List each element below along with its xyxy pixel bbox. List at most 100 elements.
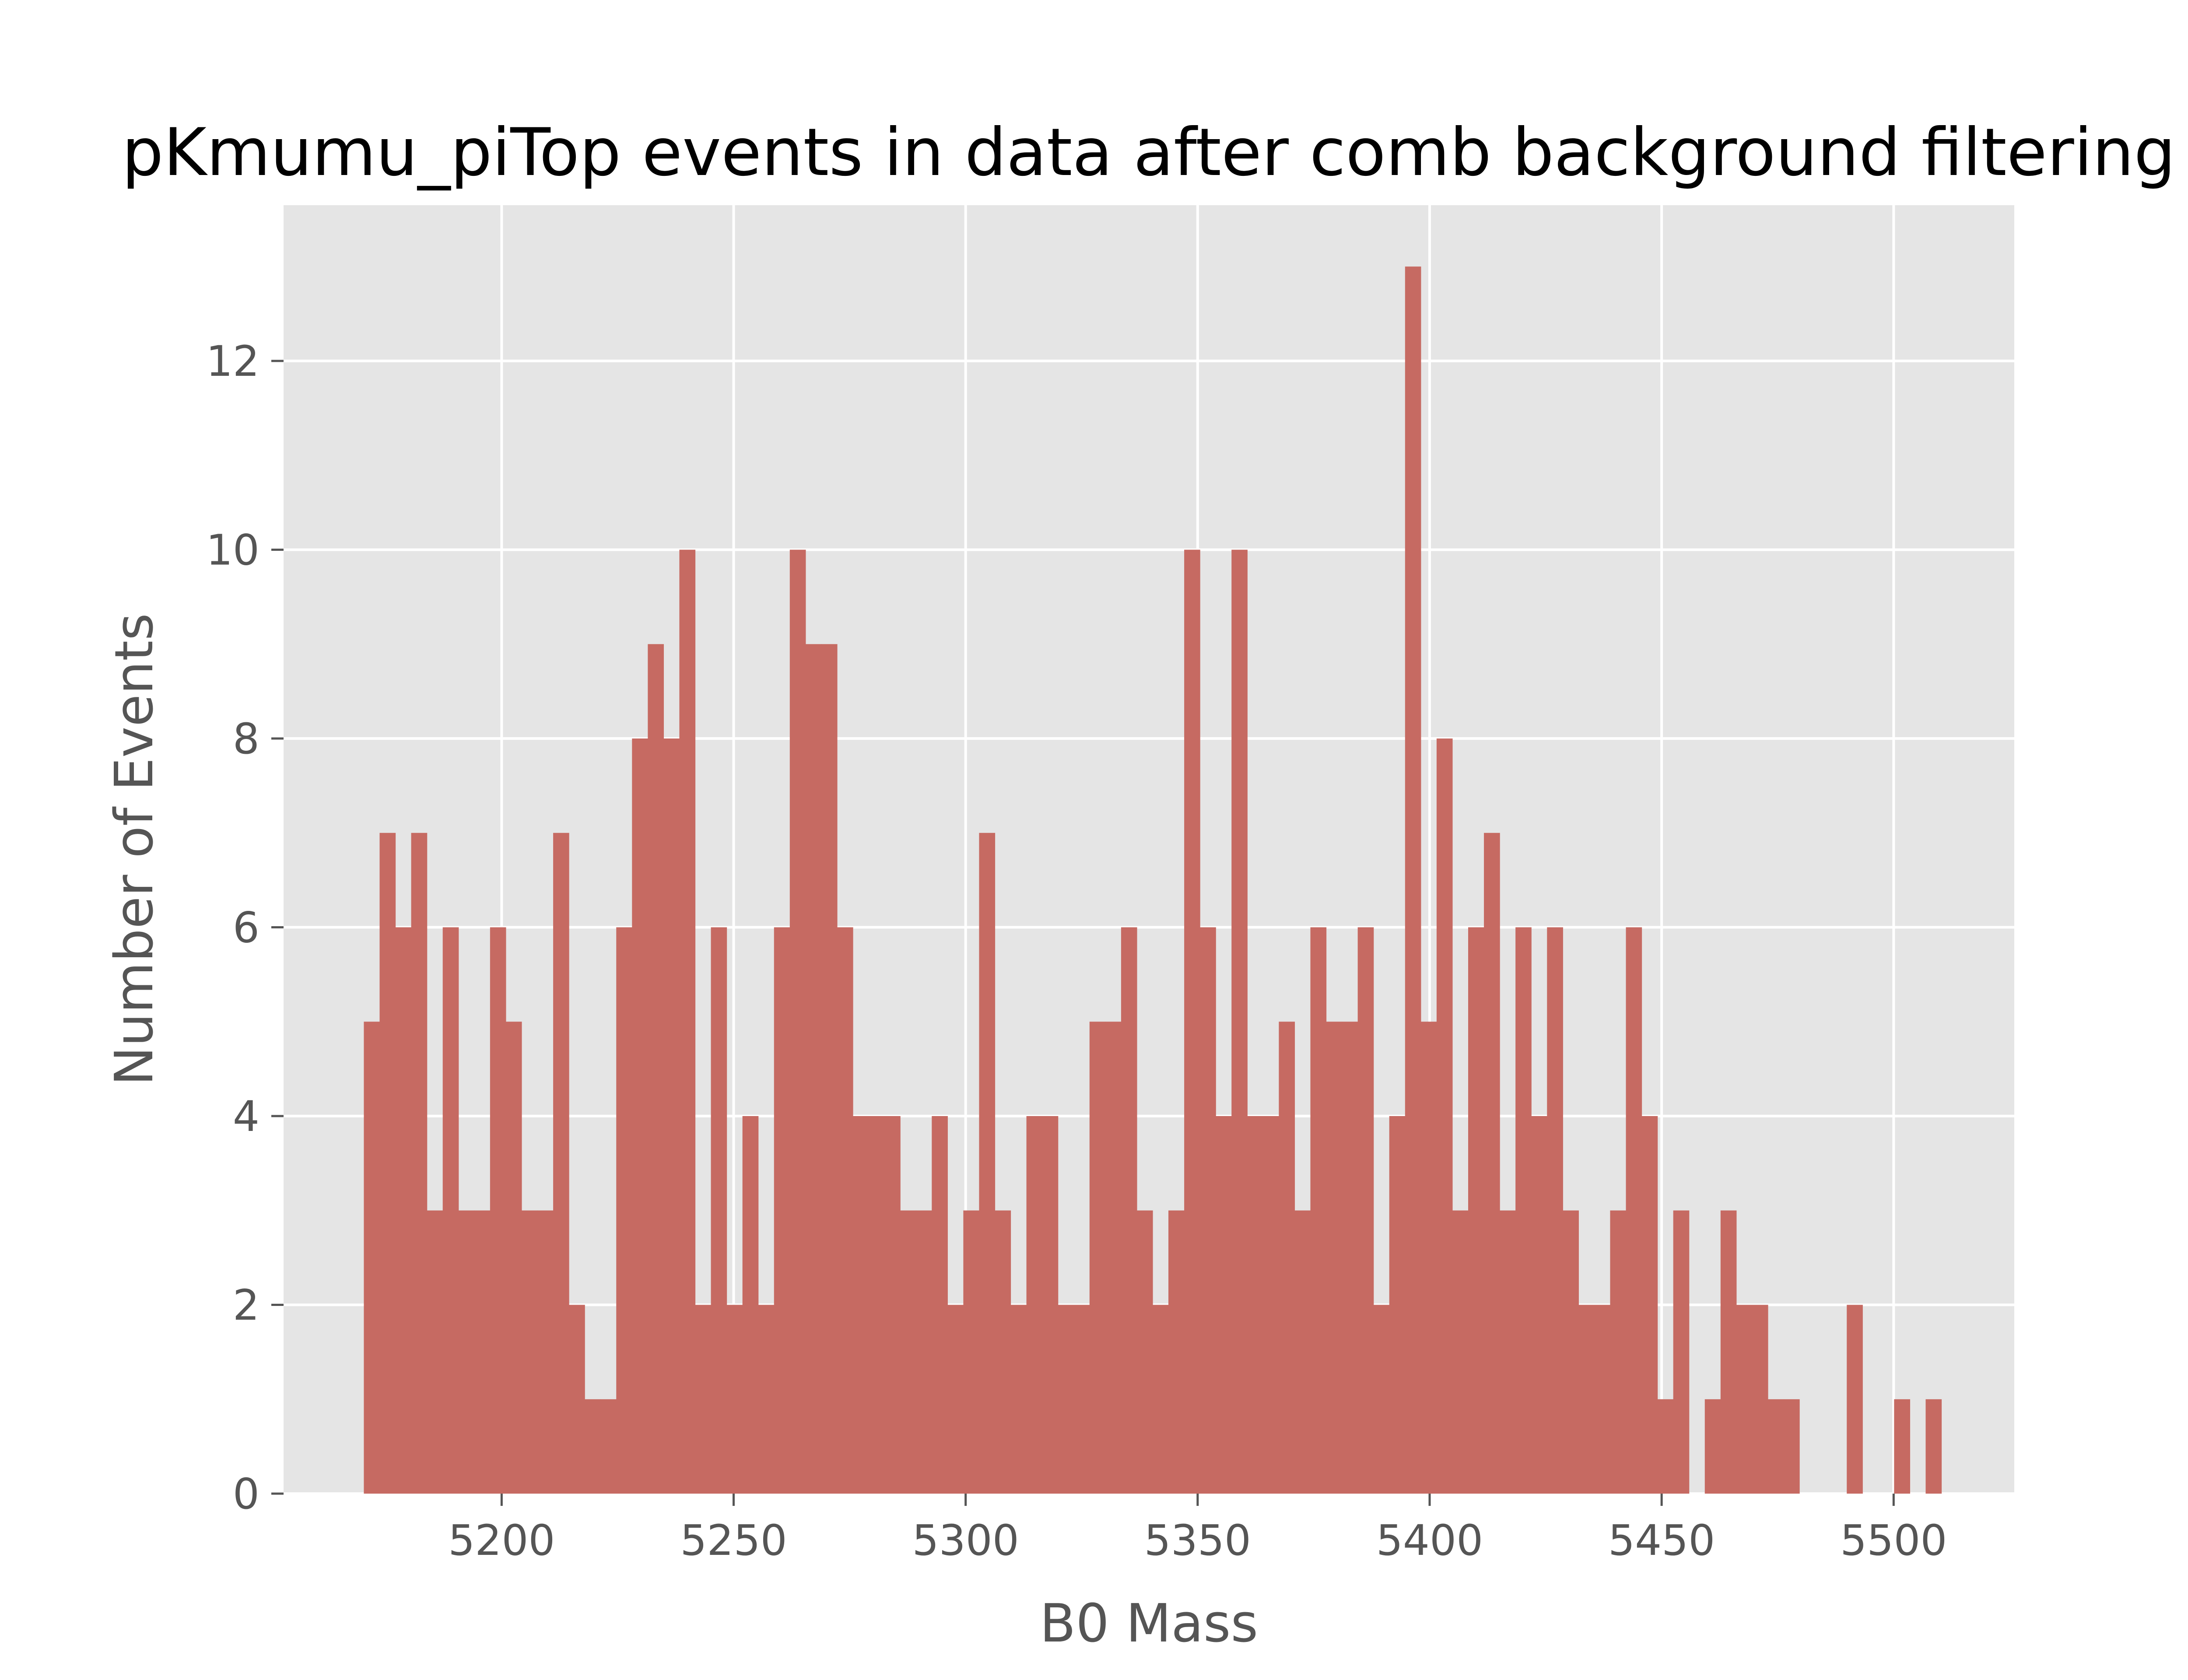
histogram-bar <box>742 1116 759 1494</box>
histogram-bar <box>726 1305 743 1494</box>
histogram-bar <box>1231 550 1248 1494</box>
histogram-bar <box>474 1210 491 1494</box>
histogram-bar <box>505 1022 522 1494</box>
histogram-bar <box>427 1210 443 1494</box>
histogram-bar <box>1578 1305 1595 1494</box>
histogram-bar <box>1089 1022 1106 1494</box>
histogram-bar <box>490 927 506 1494</box>
histogram-bar <box>569 1305 585 1494</box>
histogram-bar <box>1657 1399 1674 1494</box>
histogram-bar <box>789 550 806 1494</box>
histogram-bar <box>1152 1305 1169 1494</box>
y-tick-label: 0 <box>233 1470 259 1519</box>
x-axis-label: B0 Mass <box>1040 1593 1258 1654</box>
histogram-bar <box>1168 1210 1185 1494</box>
histogram-bar <box>1263 1116 1279 1494</box>
histogram-bar <box>679 550 696 1494</box>
histogram-bars <box>364 266 1942 1494</box>
histogram-bar <box>1073 1305 1090 1494</box>
histogram-bar <box>1563 1210 1579 1494</box>
histogram-bar <box>600 1399 617 1494</box>
histogram-bar <box>1026 1116 1043 1494</box>
histogram-bar <box>1784 1399 1800 1494</box>
histogram-bar <box>1673 1210 1690 1494</box>
y-tick-label: 10 <box>206 525 259 574</box>
histogram-bar <box>1389 1116 1406 1494</box>
histogram-bar <box>616 927 632 1494</box>
y-tick-label: 4 <box>233 1092 259 1141</box>
histogram-bar <box>1468 927 1484 1494</box>
histogram-bar <box>1294 1210 1311 1494</box>
histogram-bar <box>379 833 396 1494</box>
histogram-bar <box>916 1210 932 1494</box>
histogram-bar <box>947 1305 964 1494</box>
histogram-bar <box>1531 1116 1547 1494</box>
x-tick-label: 5350 <box>1144 1516 1251 1565</box>
histogram-bar <box>1010 1305 1027 1494</box>
y-tick-label: 6 <box>233 903 259 952</box>
x-tick-label: 5250 <box>680 1516 787 1565</box>
histogram-bar <box>963 1210 980 1494</box>
histogram-bar <box>1058 1305 1074 1494</box>
histogram-bar <box>553 833 569 1494</box>
histogram-bar <box>1641 1116 1658 1494</box>
histogram-bar <box>900 1210 916 1494</box>
histogram-bar <box>884 1116 901 1494</box>
histogram-bar <box>585 1399 601 1494</box>
histogram-bar <box>411 833 428 1494</box>
histogram-bar <box>1105 1022 1122 1494</box>
x-tick-label: 5400 <box>1376 1516 1483 1565</box>
histogram-bar <box>1610 1210 1627 1494</box>
histogram-bar <box>1310 927 1327 1494</box>
y-tick-label: 8 <box>233 714 259 763</box>
histogram-bar <box>1736 1305 1753 1494</box>
x-tick-label: 5200 <box>448 1516 555 1565</box>
x-tick-label: 5450 <box>1608 1516 1715 1565</box>
histogram-bar <box>1894 1399 1911 1494</box>
x-tick-label: 5500 <box>1840 1516 1947 1565</box>
histogram-bar <box>1452 1210 1469 1494</box>
histogram-bar <box>979 833 996 1494</box>
histogram-bar <box>1216 1116 1232 1494</box>
histogram-bar <box>995 1210 1011 1494</box>
histogram-bar <box>364 1022 380 1494</box>
histogram-bar <box>711 927 727 1494</box>
histogram-bar <box>1720 1210 1737 1494</box>
histogram-bar <box>1420 1022 1437 1494</box>
histogram-bar <box>1326 1022 1343 1494</box>
histogram-bar <box>805 644 822 1494</box>
histogram-bar <box>1200 927 1216 1494</box>
histogram-bar <box>442 927 459 1494</box>
histogram-bar <box>1594 1305 1611 1494</box>
histogram-bar <box>1436 738 1453 1494</box>
histogram-bar <box>821 644 838 1494</box>
histogram-bar <box>1752 1305 1768 1494</box>
histogram-bar <box>758 1305 775 1494</box>
histogram-bar <box>521 1210 538 1494</box>
histogram-bar <box>1626 927 1642 1494</box>
histogram-bar <box>1847 1305 1863 1494</box>
histogram-bar <box>837 927 853 1494</box>
histogram-bar <box>1547 927 1563 1494</box>
chart-title: pKmumu_piTop events in data after comb b… <box>122 115 2175 191</box>
histogram-bar <box>1500 1210 1516 1494</box>
histogram-bar <box>663 738 680 1494</box>
y-axis-ticks: 0 2 4 6 8 10 12 <box>206 337 284 1519</box>
y-tick-label: 12 <box>206 337 259 386</box>
x-axis-ticks: 5200 5250 5300 5350 5400 5450 5500 <box>448 1494 1947 1565</box>
histogram-bar <box>695 1305 712 1494</box>
histogram-bar <box>932 1116 948 1494</box>
histogram-bar <box>1484 833 1500 1494</box>
histogram-bar <box>1925 1399 1942 1494</box>
histogram-bar <box>1357 927 1374 1494</box>
histogram-bar <box>1184 550 1200 1494</box>
histogram-bar <box>1767 1399 1784 1494</box>
histogram-bar <box>537 1210 554 1494</box>
histogram-bar <box>1515 927 1532 1494</box>
histogram-bar <box>1405 266 1421 1494</box>
histogram-bar <box>774 927 790 1494</box>
histogram-bar <box>853 1116 869 1494</box>
y-axis-label: Number of Events <box>104 613 165 1085</box>
x-tick-label: 5300 <box>912 1516 1019 1565</box>
